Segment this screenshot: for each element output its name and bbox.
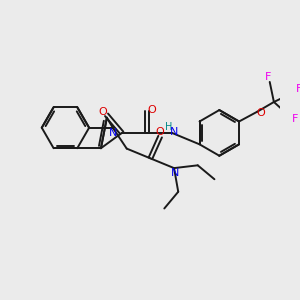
Text: N: N bbox=[171, 168, 180, 178]
Text: O: O bbox=[256, 108, 265, 118]
Text: F: F bbox=[296, 85, 300, 94]
Text: F: F bbox=[292, 114, 298, 124]
Text: N: N bbox=[170, 127, 178, 136]
Text: H: H bbox=[165, 122, 172, 132]
Text: O: O bbox=[156, 128, 164, 137]
Text: F: F bbox=[265, 72, 272, 82]
Text: O: O bbox=[98, 107, 107, 117]
Text: O: O bbox=[148, 105, 156, 115]
Text: N: N bbox=[109, 128, 117, 138]
